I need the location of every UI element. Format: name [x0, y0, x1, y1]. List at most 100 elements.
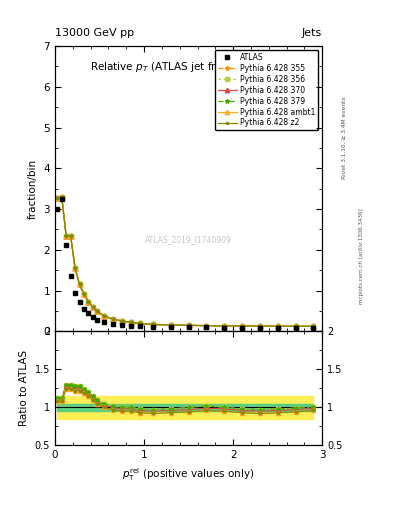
ATLAS: [129, 323, 133, 329]
ATLAS: [240, 325, 244, 331]
Pythia 6.428 379: [293, 323, 298, 329]
Pythia 6.428 ambt1: [169, 322, 173, 328]
Pythia 6.428 z2: [55, 195, 60, 201]
Pythia 6.428 356: [119, 318, 124, 324]
Pythia 6.428 355: [169, 322, 173, 328]
Pythia 6.428 379: [77, 282, 82, 288]
Pythia 6.428 379: [82, 291, 86, 297]
ATLAS: [77, 299, 82, 305]
Pythia 6.428 355: [68, 232, 73, 239]
Pythia 6.428 z2: [90, 304, 95, 310]
ATLAS: [86, 310, 91, 316]
Line: Pythia 6.428 355: Pythia 6.428 355: [55, 195, 316, 329]
Pythia 6.428 356: [110, 316, 115, 322]
Pythia 6.428 ambt1: [275, 323, 280, 329]
Pythia 6.428 ambt1: [311, 323, 316, 329]
Pythia 6.428 370: [59, 194, 64, 200]
Pythia 6.428 370: [68, 232, 73, 239]
Pythia 6.428 379: [119, 318, 124, 324]
Line: Pythia 6.428 379: Pythia 6.428 379: [55, 195, 316, 329]
Pythia 6.428 370: [64, 232, 68, 239]
Pythia 6.428 z2: [59, 194, 64, 200]
X-axis label: $p_{\rm T}^{\rm rel}$ (positive values only): $p_{\rm T}^{\rm rel}$ (positive values o…: [123, 466, 255, 483]
Pythia 6.428 355: [275, 323, 280, 329]
Pythia 6.428 355: [129, 319, 133, 326]
ATLAS: [137, 323, 142, 329]
Pythia 6.428 355: [110, 316, 115, 322]
ATLAS: [257, 325, 262, 331]
Pythia 6.428 355: [64, 232, 68, 239]
Pythia 6.428 356: [59, 194, 64, 200]
Pythia 6.428 ambt1: [257, 323, 262, 329]
ATLAS: [222, 325, 227, 331]
Pythia 6.428 ambt1: [86, 298, 91, 305]
Pythia 6.428 356: [129, 319, 133, 326]
Pythia 6.428 379: [90, 304, 95, 310]
Pythia 6.428 379: [311, 323, 316, 329]
Pythia 6.428 379: [110, 316, 115, 322]
ATLAS: [169, 324, 173, 330]
Pythia 6.428 379: [204, 323, 209, 329]
Pythia 6.428 355: [293, 323, 298, 329]
Pythia 6.428 379: [222, 323, 227, 329]
ATLAS: [119, 322, 124, 328]
Pythia 6.428 ambt1: [64, 232, 68, 239]
Pythia 6.428 370: [169, 322, 173, 328]
Pythia 6.428 356: [151, 322, 155, 328]
Pythia 6.428 370: [55, 195, 60, 201]
Legend: ATLAS, Pythia 6.428 355, Pythia 6.428 356, Pythia 6.428 370, Pythia 6.428 379, P: ATLAS, Pythia 6.428 355, Pythia 6.428 35…: [215, 50, 318, 131]
Pythia 6.428 370: [257, 323, 262, 329]
Pythia 6.428 356: [82, 291, 86, 297]
Pythia 6.428 z2: [293, 323, 298, 329]
Pythia 6.428 z2: [110, 316, 115, 322]
Pythia 6.428 370: [222, 323, 227, 329]
Pythia 6.428 356: [68, 232, 73, 239]
Pythia 6.428 356: [55, 195, 60, 201]
Pythia 6.428 356: [186, 322, 191, 328]
Pythia 6.428 356: [64, 232, 68, 239]
Pythia 6.428 ambt1: [129, 319, 133, 326]
Line: Pythia 6.428 ambt1: Pythia 6.428 ambt1: [55, 195, 316, 329]
Pythia 6.428 355: [240, 323, 244, 329]
Pythia 6.428 z2: [68, 232, 73, 239]
Pythia 6.428 355: [82, 291, 86, 297]
ATLAS: [68, 273, 73, 280]
ATLAS: [64, 242, 68, 248]
Pythia 6.428 370: [186, 322, 191, 328]
Pythia 6.428 z2: [204, 323, 209, 329]
Pythia 6.428 370: [110, 316, 115, 322]
Pythia 6.428 355: [102, 313, 107, 319]
Pythia 6.428 ambt1: [119, 318, 124, 324]
Pythia 6.428 355: [90, 304, 95, 310]
Pythia 6.428 379: [257, 323, 262, 329]
Pythia 6.428 ambt1: [59, 194, 64, 200]
Pythia 6.428 370: [311, 323, 316, 329]
ATLAS: [186, 324, 191, 330]
Line: ATLAS: ATLAS: [55, 197, 316, 330]
Pythia 6.428 z2: [222, 323, 227, 329]
Pythia 6.428 370: [293, 323, 298, 329]
Pythia 6.428 z2: [129, 319, 133, 326]
Pythia 6.428 z2: [137, 321, 142, 327]
ATLAS: [59, 196, 64, 202]
Pythia 6.428 ambt1: [77, 282, 82, 288]
Pythia 6.428 370: [137, 321, 142, 327]
Pythia 6.428 356: [90, 304, 95, 310]
Pythia 6.428 355: [311, 323, 316, 329]
ATLAS: [311, 325, 316, 331]
Pythia 6.428 379: [86, 298, 91, 305]
Pythia 6.428 379: [275, 323, 280, 329]
Pythia 6.428 370: [90, 304, 95, 310]
Pythia 6.428 355: [73, 265, 77, 271]
Pythia 6.428 356: [86, 298, 91, 305]
Pythia 6.428 356: [137, 321, 142, 327]
Pythia 6.428 355: [257, 323, 262, 329]
Pythia 6.428 355: [222, 323, 227, 329]
Pythia 6.428 ambt1: [137, 321, 142, 327]
ATLAS: [275, 325, 280, 331]
ATLAS: [90, 314, 95, 320]
Pythia 6.428 379: [129, 319, 133, 326]
Pythia 6.428 379: [169, 322, 173, 328]
Pythia 6.428 356: [95, 308, 100, 314]
Y-axis label: Ratio to ATLAS: Ratio to ATLAS: [19, 350, 29, 426]
